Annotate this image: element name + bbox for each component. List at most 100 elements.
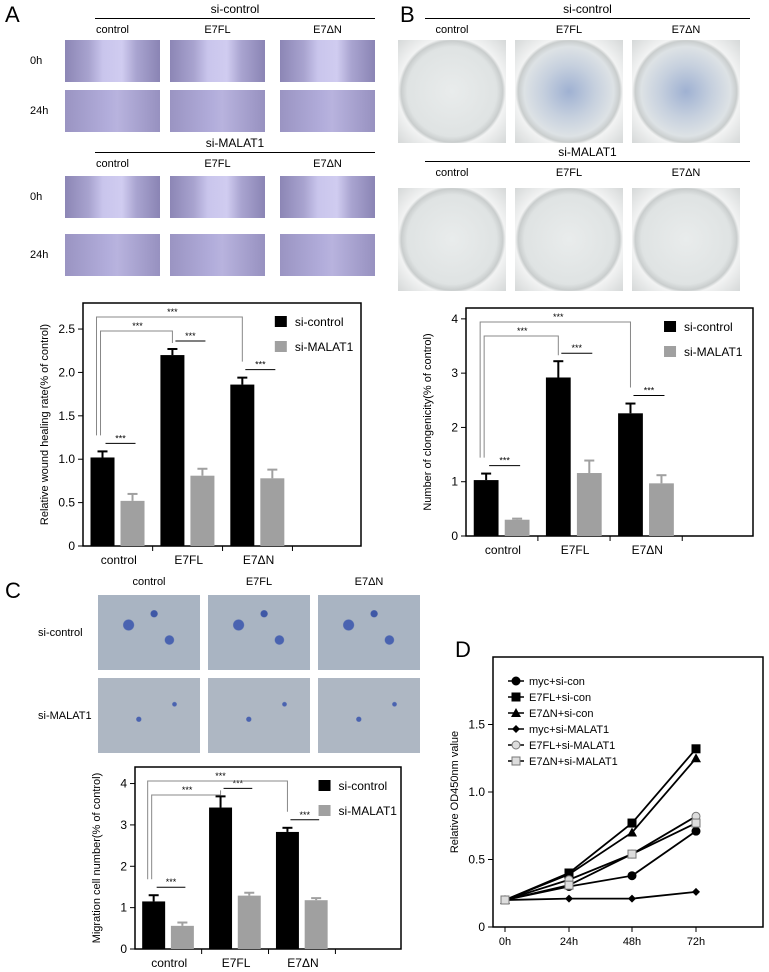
wound-healing-image bbox=[280, 40, 375, 82]
panel-label-b: B bbox=[400, 2, 415, 27]
panel-label-d: D bbox=[455, 637, 471, 662]
transwell-image bbox=[208, 678, 310, 753]
y-tick-label: 3 bbox=[120, 818, 127, 832]
bar-si-MALAT1 bbox=[237, 895, 261, 949]
column-label: control bbox=[95, 158, 130, 170]
legend-swatch bbox=[664, 321, 677, 332]
wound-healing-image bbox=[280, 90, 375, 132]
bar-si-control bbox=[90, 457, 115, 546]
transwell-image bbox=[98, 595, 200, 670]
row-label: 24h bbox=[30, 105, 49, 117]
row-label: 24h bbox=[30, 249, 49, 261]
data-point bbox=[691, 826, 701, 836]
comparison-bracket bbox=[479, 321, 631, 458]
legend-label: si-control bbox=[684, 320, 733, 334]
y-tick-label: 2 bbox=[451, 420, 458, 434]
bar-si-MALAT1 bbox=[120, 500, 145, 546]
colony-dish-image bbox=[515, 188, 623, 291]
plot-frame bbox=[134, 766, 402, 950]
group-header: si-control bbox=[425, 2, 750, 19]
bar-si-MALAT1 bbox=[304, 900, 328, 949]
legend-marker bbox=[511, 708, 521, 717]
y-tick-label: 0 bbox=[478, 920, 485, 934]
y-tick-label: 0.5 bbox=[468, 853, 485, 867]
bar-si-control bbox=[618, 413, 643, 536]
significance-stars: *** bbox=[255, 360, 266, 370]
plot-frame bbox=[465, 307, 754, 537]
y-tick-label: 4 bbox=[120, 777, 127, 791]
series-line bbox=[504, 815, 697, 901]
column-label: E7ΔN bbox=[671, 24, 701, 36]
wound-healing-image bbox=[170, 40, 265, 82]
row-label: si-MALAT1 bbox=[38, 710, 92, 722]
transwell-image bbox=[208, 595, 310, 670]
legend-label: si-MALAT1 bbox=[295, 340, 354, 354]
wound-healing-image bbox=[65, 90, 160, 132]
y-tick-label: 0 bbox=[68, 539, 75, 553]
y-tick-label: 1 bbox=[451, 475, 458, 489]
x-tick-label: 48h bbox=[623, 936, 641, 948]
legend-marker bbox=[511, 692, 521, 702]
x-tick-label: E7FL bbox=[222, 956, 251, 970]
legend-label: si-control bbox=[339, 779, 388, 793]
comparison-bracket bbox=[147, 780, 288, 880]
bar-si-MALAT1 bbox=[504, 519, 530, 536]
y-tick-label: 4 bbox=[451, 312, 458, 326]
transwell-image bbox=[318, 678, 420, 753]
significance-stars: *** bbox=[115, 433, 126, 443]
data-point bbox=[627, 818, 637, 828]
y-tick-label: 1.5 bbox=[468, 718, 485, 732]
bar-si-control bbox=[230, 384, 255, 546]
wound-healing-image bbox=[65, 234, 160, 276]
panel-label-c: C bbox=[5, 578, 21, 603]
wound-healing-image bbox=[65, 176, 160, 218]
y-tick-label: 0 bbox=[451, 529, 458, 543]
x-tick-label: E7ΔN bbox=[632, 543, 663, 557]
significance-stars: *** bbox=[300, 810, 311, 820]
bar-si-control bbox=[545, 377, 571, 536]
legend-label: si-MALAT1 bbox=[339, 804, 398, 818]
group-header: si-MALAT1 bbox=[425, 145, 750, 162]
significance-stars: *** bbox=[233, 778, 244, 788]
colony-dish-image bbox=[632, 188, 740, 291]
significance-stars: *** bbox=[182, 785, 193, 795]
column-label: E7ΔN bbox=[671, 167, 701, 179]
wound-healing-image bbox=[170, 234, 265, 276]
column-label: control bbox=[95, 24, 130, 36]
y-axis-label: Migration cell number(% of control) bbox=[91, 773, 103, 944]
wound-healing-image bbox=[170, 176, 265, 218]
y-tick-label: 2.5 bbox=[58, 322, 75, 336]
transwell-image bbox=[98, 678, 200, 753]
legend-label: myc+si-MALAT1 bbox=[529, 724, 609, 736]
significance-stars: *** bbox=[499, 456, 510, 466]
y-tick-label: 3 bbox=[451, 366, 458, 380]
column-label: E7FL bbox=[204, 24, 231, 36]
x-tick-label: E7ΔN bbox=[243, 553, 274, 567]
y-tick-label: 1.0 bbox=[58, 452, 75, 466]
legend-marker bbox=[512, 725, 520, 733]
colony-dish-image bbox=[632, 40, 740, 143]
legend-label: si-control bbox=[295, 315, 344, 329]
data-point bbox=[627, 849, 637, 859]
panel-label-a: A bbox=[5, 2, 20, 27]
group-header: si-MALAT1 bbox=[95, 136, 375, 153]
significance-stars: *** bbox=[517, 326, 528, 336]
significance-stars: *** bbox=[166, 877, 177, 887]
data-point bbox=[627, 827, 637, 837]
legend-label: E7ΔN+si-con bbox=[529, 708, 594, 720]
bar-si-control bbox=[473, 480, 499, 536]
legend-swatch bbox=[664, 346, 677, 357]
row-label: 0h bbox=[30, 55, 43, 67]
data-point bbox=[691, 818, 701, 828]
legend-marker bbox=[511, 740, 521, 750]
x-tick-label: E7ΔN bbox=[287, 956, 318, 970]
x-tick-label: 0h bbox=[499, 936, 511, 948]
significance-stars: *** bbox=[185, 331, 196, 341]
row-label: si-control bbox=[38, 627, 83, 639]
series-line bbox=[504, 757, 697, 901]
column-label: E7FL bbox=[555, 167, 583, 179]
column-label: E7FL bbox=[204, 158, 231, 170]
column-label: control bbox=[435, 24, 469, 36]
column-label: E7FL bbox=[245, 576, 273, 588]
